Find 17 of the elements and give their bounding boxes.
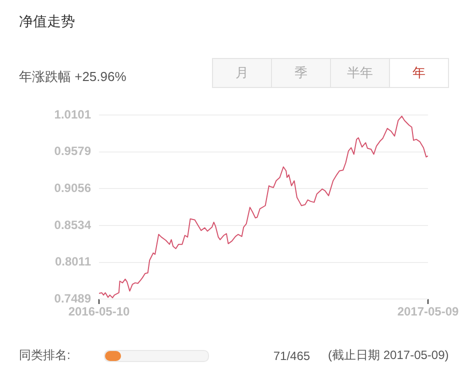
y-tick-label: 0.8534 <box>54 218 92 232</box>
text: (截止日期 2017-05-09) <box>328 347 449 364</box>
text: 年 <box>389 59 448 87</box>
y-tick-label: 0.7489 <box>54 291 92 306</box>
y-tick-label: 1.0101 <box>54 108 92 122</box>
x-tick-label: 2017-05-09 <box>397 304 460 319</box>
y-tick-label: 0.9579 <box>54 144 92 158</box>
x-tick-label: 2016-05-10 <box>68 304 130 319</box>
chart-subtitle: 年涨跌幅 +25.96% <box>19 68 126 86</box>
text: 月 <box>213 59 271 87</box>
text: 同类排名: <box>19 347 70 364</box>
text: 71/465 <box>273 348 310 362</box>
chart-title: 净值走势 <box>19 13 75 31</box>
y-tick-label: 0.8011 <box>54 254 92 269</box>
y-tick-label: 0.9056 <box>54 181 92 196</box>
text: 季 <box>271 59 330 87</box>
text: 半年 <box>330 59 389 87</box>
